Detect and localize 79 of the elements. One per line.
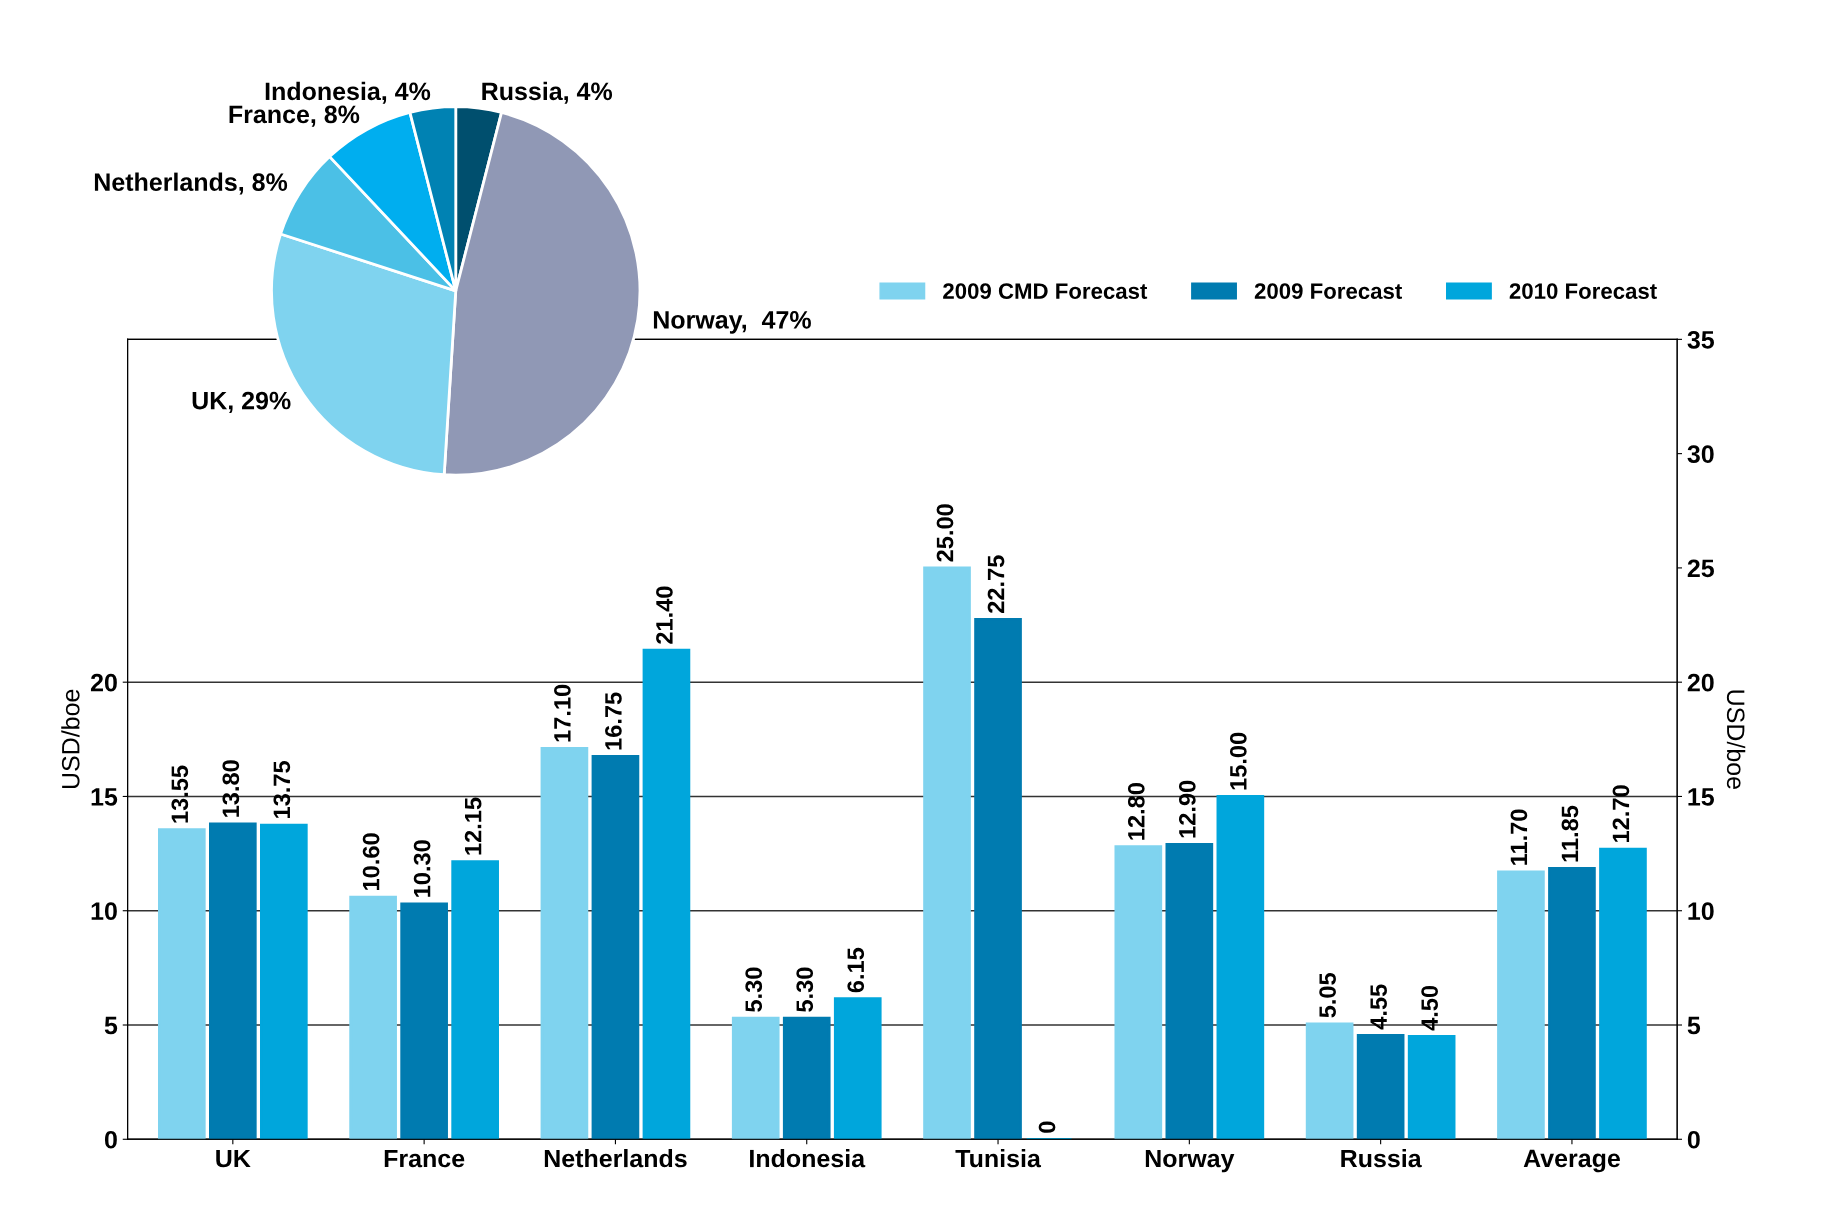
- data-label: 10.60: [362, 833, 380, 890]
- y-tick-label: 5: [104, 1016, 118, 1035]
- data-label: 5.30: [796, 967, 814, 1012]
- bar: [260, 823, 308, 1140]
- data-label: 12.90: [1178, 780, 1196, 838]
- y-tick-label: 20: [90, 673, 117, 692]
- y2-tick-label: 10: [1688, 902, 1714, 921]
- bar: [451, 860, 499, 1140]
- bar: [974, 617, 1022, 1140]
- bar: [782, 1016, 831, 1140]
- y2-tick-label: 30: [1687, 445, 1714, 463]
- data-label: 0: [1038, 1121, 1056, 1133]
- y-tick-label: 0: [104, 1130, 117, 1149]
- y-tick-label: 15: [91, 788, 118, 806]
- legend-label: 2009 CMD Forecast: [943, 283, 1148, 299]
- x-tick-label: Norway: [1145, 1149, 1235, 1173]
- bar: [731, 1016, 780, 1140]
- bar: [923, 566, 971, 1140]
- bar: [1599, 847, 1647, 1140]
- bar: [1305, 1022, 1354, 1140]
- slice-label: UK, 29%: [192, 391, 291, 414]
- data-label: 12.70: [1612, 785, 1630, 842]
- data-label: 15.00: [1229, 732, 1247, 790]
- data-label: 10.30: [413, 840, 431, 897]
- y2-tick-label: 5: [1687, 1016, 1701, 1035]
- legend-label: 2009 Forecast: [1254, 283, 1403, 299]
- x-tick-label: Russia: [1341, 1149, 1422, 1168]
- slice-label: Indonesia, 4%: [265, 81, 431, 104]
- bar: [1356, 1033, 1405, 1140]
- data-label: 11.85: [1561, 805, 1579, 862]
- data-label: 5.30: [745, 967, 763, 1012]
- x-tick-label: Tunisia: [955, 1149, 1042, 1168]
- bar: [1216, 795, 1265, 1140]
- data-label: 22.75: [987, 555, 1005, 613]
- x-tick-label: Indonesia: [750, 1149, 866, 1168]
- bar: [833, 997, 882, 1140]
- slice-label: Netherlands, 8%: [94, 172, 288, 195]
- data-label: 11.70: [1510, 809, 1528, 865]
- data-label: 12.15: [464, 797, 482, 855]
- bar: [157, 828, 206, 1140]
- data-label: 6.15: [847, 947, 865, 993]
- y-tick-label: 10: [91, 902, 117, 921]
- slice-label: France, 8%: [229, 105, 360, 127]
- bar: [1165, 843, 1214, 1140]
- data-label: 17.10: [554, 684, 571, 742]
- y2-axis-title: USD/boe: [1726, 690, 1746, 789]
- data-label: 13.80: [222, 760, 240, 817]
- bar: [1114, 845, 1163, 1140]
- y2-tick-label: 15: [1688, 788, 1714, 806]
- legend-label: 2010 Forecast: [1509, 283, 1657, 299]
- bar: [208, 822, 257, 1140]
- data-label: 13.75: [273, 761, 291, 818]
- data-label: 4.50: [1421, 985, 1438, 1031]
- slice-label: Norway, 47%: [653, 311, 811, 334]
- x-tick-label: France: [384, 1149, 465, 1168]
- y2-tick-label: 0: [1687, 1130, 1700, 1149]
- data-label: 21.40: [656, 586, 673, 644]
- bar: [1548, 867, 1596, 1140]
- slice-label: Russia, 4%: [482, 81, 613, 104]
- x-tick-label: UK: [216, 1149, 251, 1168]
- bar: [540, 747, 589, 1140]
- bar: [400, 902, 448, 1140]
- bar: [642, 648, 691, 1140]
- y2-tick-label: 25: [1687, 559, 1714, 578]
- x-tick-label: Average: [1523, 1149, 1620, 1173]
- y2-tick-label: 20: [1687, 673, 1714, 692]
- data-label: 12.80: [1127, 783, 1145, 840]
- data-label: 16.75: [605, 692, 622, 750]
- y2-tick-label: 35: [1687, 330, 1714, 349]
- bar: [591, 755, 640, 1140]
- x-tick-label: Netherlands: [544, 1149, 687, 1168]
- data-label: 25.00: [936, 504, 954, 562]
- data-label: 5.05: [1319, 973, 1336, 1018]
- bar: [349, 895, 397, 1140]
- y-axis-title: USD/boe: [61, 689, 80, 789]
- data-label: 4.55: [1370, 984, 1387, 1030]
- data-label: 13.55: [171, 765, 189, 823]
- bar: [1407, 1035, 1456, 1140]
- bar: [1497, 870, 1545, 1140]
